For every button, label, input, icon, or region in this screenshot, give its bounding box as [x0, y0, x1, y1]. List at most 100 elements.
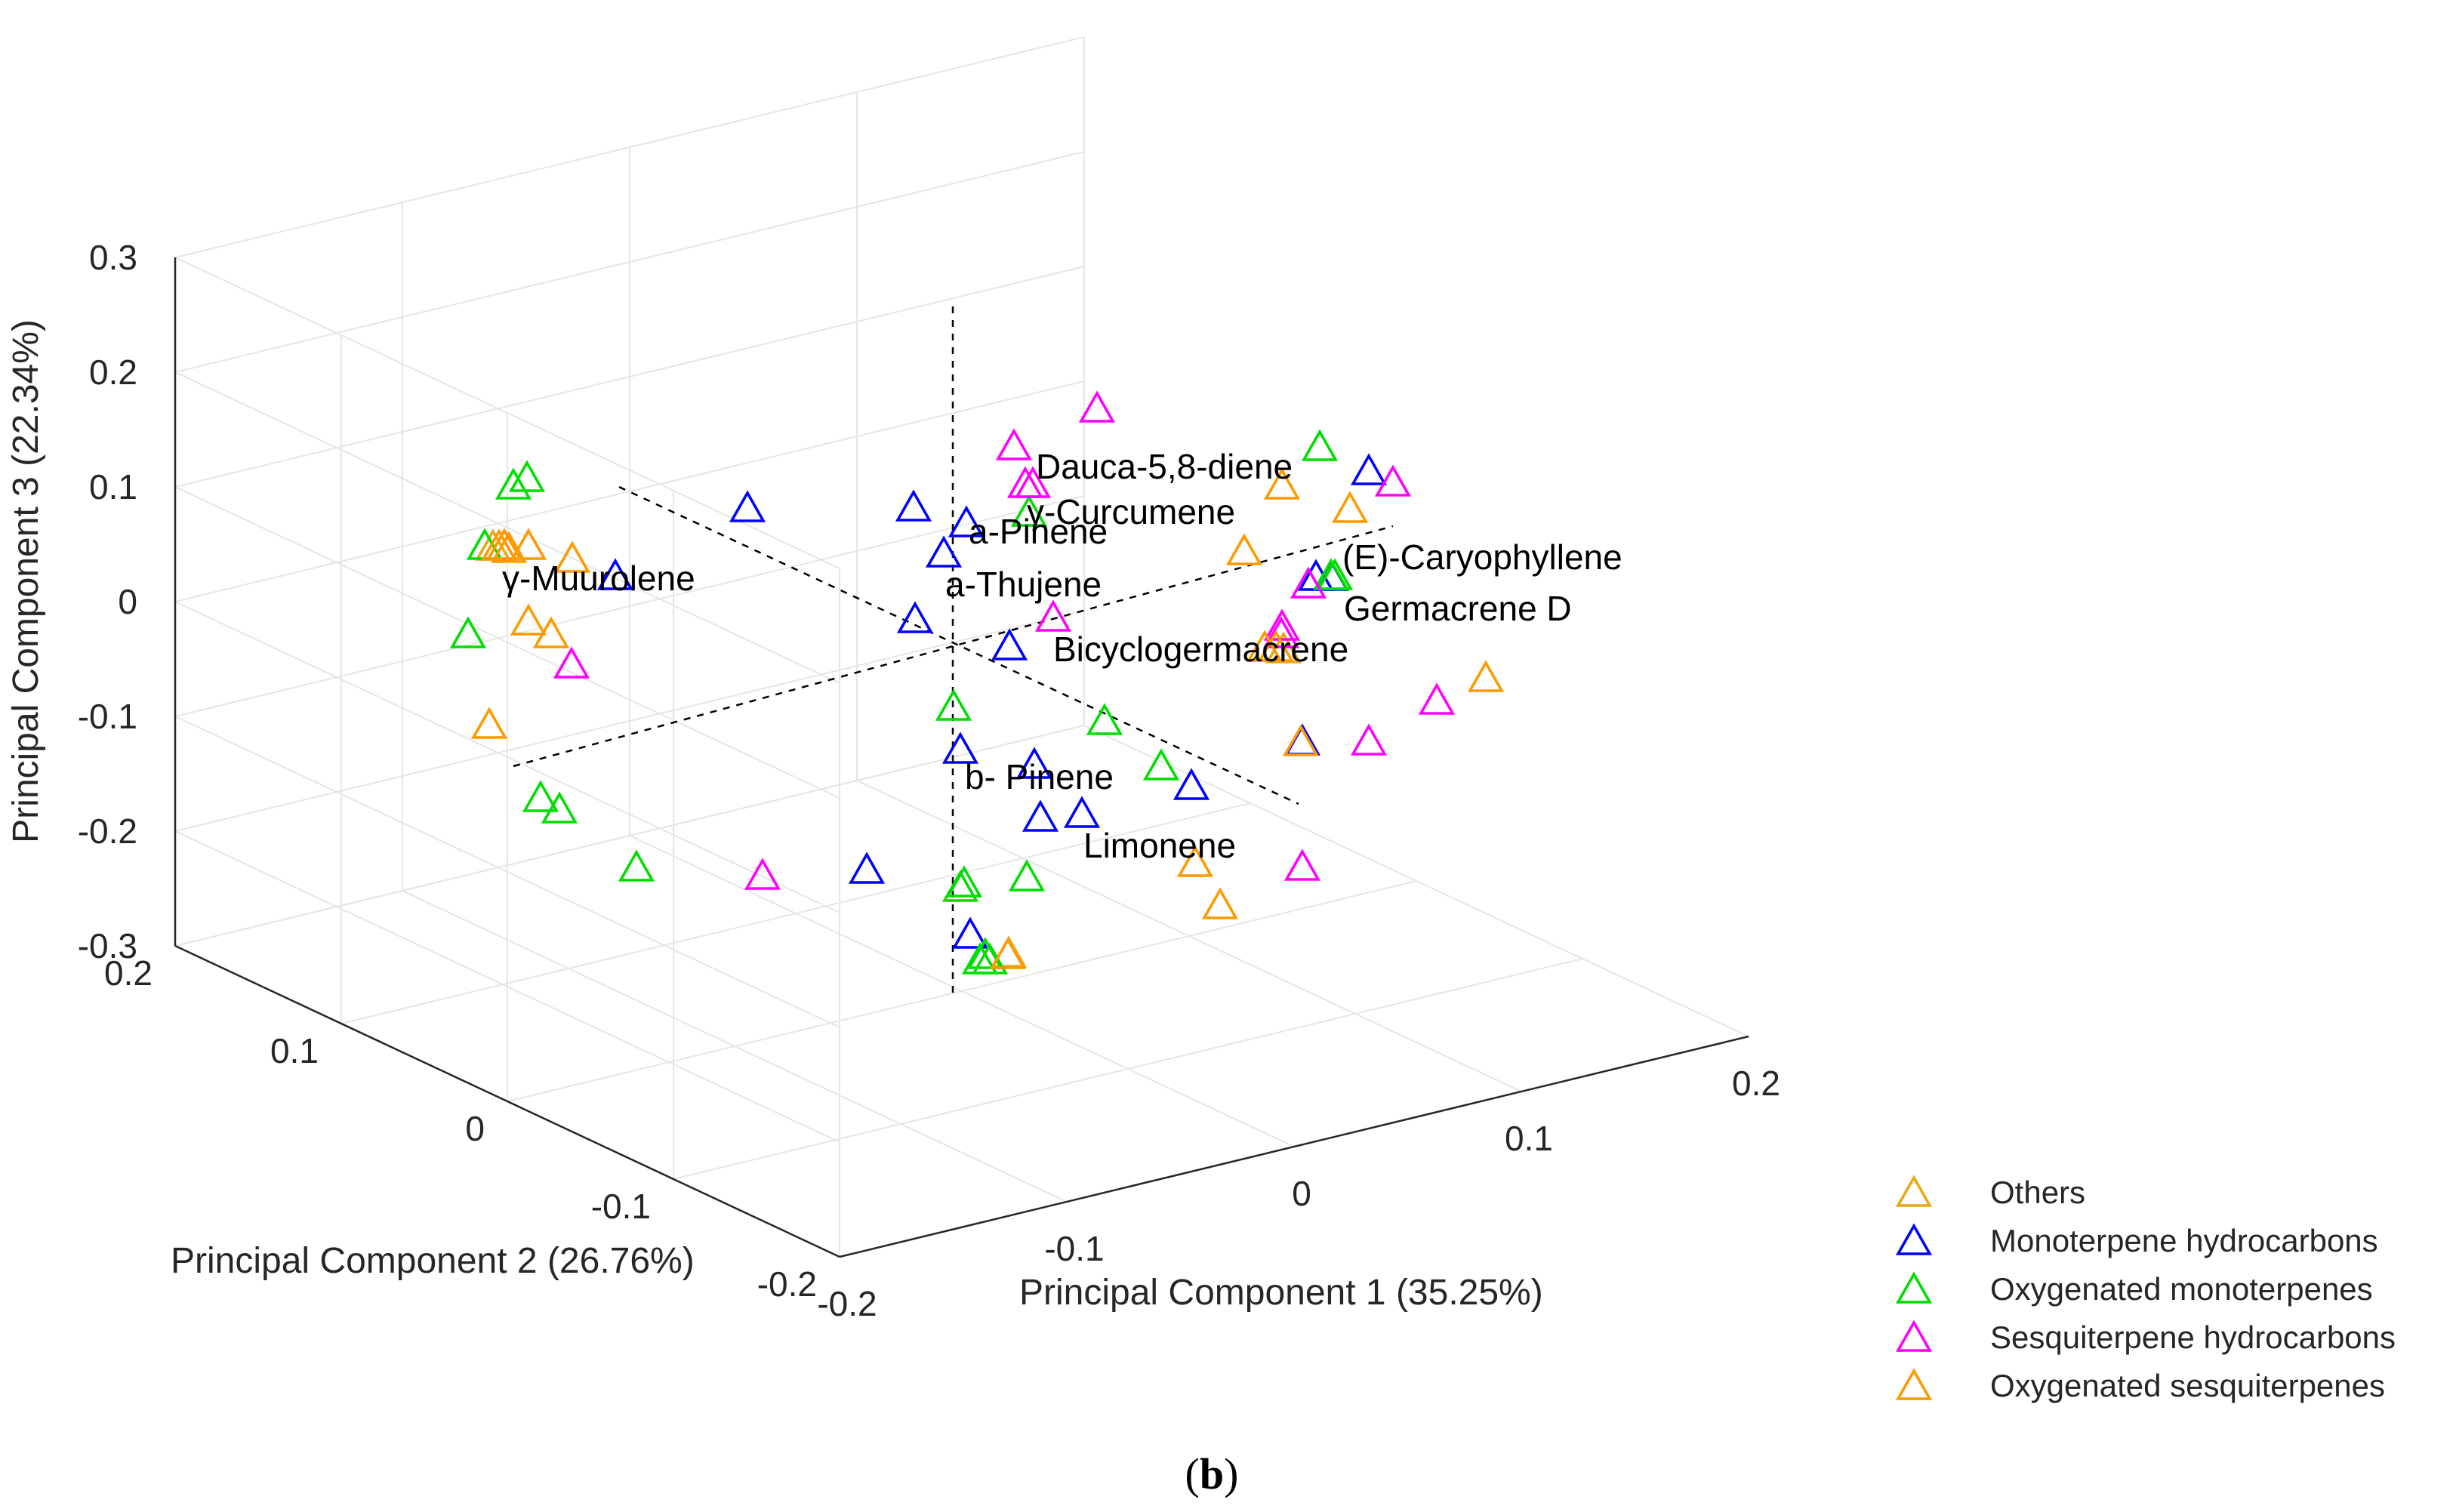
y-axis-line: [174, 944, 840, 1258]
figure-caption: (b): [1185, 1449, 1239, 1498]
legend: Others Monoterpene hydrocarbons Oxygenated…: [1895, 1175, 2396, 1403]
z-tick-label: 0.1: [89, 467, 137, 507]
data-point: [490, 531, 528, 563]
data-point: [1290, 566, 1327, 599]
data-point: [948, 505, 985, 537]
caption-open-paren: (: [1185, 1449, 1200, 1498]
data-point: [532, 616, 570, 648]
legend-entry-label: Oxygenated sesquiterpenes: [1990, 1368, 2385, 1403]
annotation-label: Dauca-5,8-diene: [1036, 447, 1293, 486]
data-point: [553, 540, 591, 573]
z-tick-label: 0.2: [89, 353, 137, 392]
data-point: [951, 916, 989, 949]
data-point: [510, 528, 547, 560]
data-point: [744, 858, 781, 890]
caption-letter: b: [1200, 1449, 1224, 1498]
data-point: [989, 937, 1027, 969]
data-point: [1022, 799, 1059, 832]
gridline: [174, 380, 1085, 602]
data-point: [961, 942, 999, 975]
annotation-label: b- Pinene: [965, 757, 1114, 796]
origin-axes-lines: [513, 306, 1394, 993]
data-point: [1176, 845, 1214, 877]
legend-marker: [1895, 1320, 1933, 1352]
data-point: [449, 616, 487, 648]
data-point: [991, 628, 1028, 661]
caption-close-paren: ): [1224, 1449, 1238, 1498]
data-point: [1014, 466, 1052, 498]
data-point: [508, 460, 546, 492]
data-point: [1418, 682, 1456, 715]
data-point: [1301, 429, 1339, 461]
origin-axis-y-dashed: [618, 485, 1299, 805]
legend-marker: [1895, 1175, 1933, 1207]
legend-entry-label: Others: [1990, 1175, 2085, 1210]
y-tick-label: 0: [465, 1109, 485, 1148]
annotation-label: (E)-Caryophyllene: [1342, 537, 1622, 577]
gridline: [174, 725, 1085, 947]
annotation-label: Bicyclogermacrene: [1053, 630, 1348, 669]
axes-box: [174, 257, 1749, 1258]
annotation-label: γ-Muurolene: [502, 559, 695, 598]
annotation-label: Limonene: [1083, 826, 1236, 865]
data-point: [1034, 599, 1072, 632]
y-tick-label: -0.2: [757, 1264, 817, 1304]
data-point: [1078, 390, 1116, 423]
data-point: [1086, 703, 1123, 735]
data-point: [1350, 723, 1388, 756]
y-tick-label: 0.2: [104, 953, 153, 993]
data-point: [995, 428, 1033, 460]
data-point: [895, 489, 932, 522]
y-axis-title: Principal Component 2 (26.76%): [171, 1241, 695, 1281]
data-point: [1008, 859, 1046, 891]
data-point: [1316, 558, 1354, 590]
data-point: [941, 731, 979, 764]
data-point: [1142, 748, 1180, 781]
data-point: [485, 528, 523, 560]
data-point: [470, 707, 508, 739]
x-tick-label: 0.2: [1732, 1064, 1780, 1103]
gridline: [507, 880, 1417, 1102]
gridline: [341, 802, 1251, 1024]
gridline: [174, 830, 840, 1143]
y-tick-label: -0.1: [591, 1187, 651, 1226]
data-point: [510, 603, 547, 636]
gridline: [174, 151, 1085, 373]
tick-labels: -0.2-0.100.10.2-0.2-0.100.10.2-0.3-0.2-0…: [78, 238, 1780, 1323]
data-point: [1263, 467, 1301, 500]
x-tick-label: 0.1: [1505, 1119, 1553, 1158]
legend-entry-label: Oxygenated monoterpenes: [1990, 1271, 2373, 1307]
gridline: [174, 610, 1085, 832]
legend-entry-label: Monoterpene hydrocarbons: [1990, 1223, 2378, 1258]
data-point: [1263, 608, 1301, 641]
data-point: [596, 558, 634, 590]
gridline: [174, 716, 840, 1028]
data-point: [1331, 491, 1369, 523]
data-point: [848, 851, 886, 884]
data-point: [935, 688, 972, 721]
data-point: [522, 780, 559, 812]
z-tick-label: -0.3: [78, 926, 137, 965]
data-point: [1467, 660, 1505, 692]
gridline: [174, 601, 840, 913]
data-point: [1173, 768, 1210, 800]
data-point: [941, 870, 979, 902]
z-axis-title: Principal Component 3 (22.34%): [6, 319, 46, 843]
data-point: [495, 467, 532, 500]
data-point: [1015, 747, 1053, 779]
legend-marker: [1895, 1271, 1933, 1304]
data-point: [1350, 453, 1388, 485]
data-point: [553, 646, 590, 679]
data-point: [1225, 533, 1263, 565]
data-point: [1283, 848, 1321, 881]
data-point: [1374, 464, 1412, 497]
annotation-label: a-Pinene: [969, 512, 1108, 551]
data-point: [1010, 494, 1048, 527]
data-point: [729, 490, 766, 522]
annotation-label: Germacrene D: [1344, 589, 1572, 628]
data-points: [449, 390, 1505, 975]
x-tick-label: 0: [1292, 1174, 1311, 1213]
gridline: [174, 36, 1085, 258]
annotation-label: a-Thujene: [945, 565, 1102, 604]
